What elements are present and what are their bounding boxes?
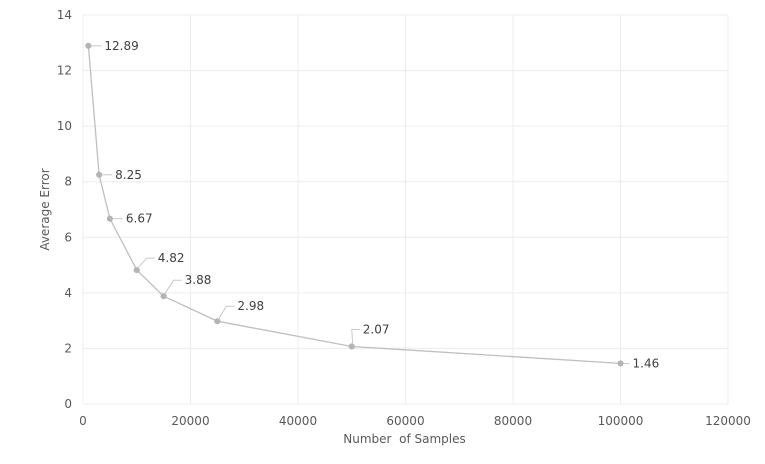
data-labels: 12.89 8.25 6.67 4.823.88 2.98 2.07 1.46	[91, 39, 660, 370]
x-tick-label: 80000	[494, 414, 532, 428]
y-tick-label: 0	[64, 397, 72, 411]
data-label: 2.07	[363, 322, 390, 336]
data-label: 6.67	[126, 212, 153, 226]
data-label-leader	[351, 328, 360, 345]
y-tick-label: 14	[57, 8, 72, 22]
y-axis-ticks: 0 2 4 6 8 10 12 14	[57, 8, 72, 411]
y-tick-label: 8	[64, 175, 72, 189]
x-tick-label: 100000	[598, 414, 644, 428]
x-tick-label: 60000	[386, 414, 424, 428]
series-average-error	[85, 42, 624, 367]
data-point	[133, 266, 140, 274]
x-tick-label: 20000	[171, 414, 209, 428]
data-label: 1.46	[633, 356, 660, 370]
x-tick-label: 120000	[705, 414, 751, 428]
data-point	[106, 215, 113, 222]
data-label-leader	[164, 279, 182, 295]
y-tick-label: 12	[57, 64, 72, 78]
data-label-leader	[217, 305, 235, 320]
data-point	[85, 42, 92, 49]
data-label: 8.25	[115, 168, 142, 182]
data-point	[160, 293, 167, 300]
series-line	[87, 45, 621, 365]
data-point	[96, 171, 103, 178]
y-tick-label: 6	[64, 230, 72, 244]
y-tick-label: 2	[64, 341, 72, 355]
x-axis-title: Number of Samples	[343, 432, 465, 446]
data-point	[348, 343, 355, 350]
data-label: 3.88	[185, 273, 212, 287]
x-tick-label: 40000	[279, 414, 317, 428]
data-label: 12.89	[104, 39, 138, 53]
y-tick-label: 4	[64, 286, 72, 300]
data-point	[617, 360, 624, 367]
gridlines	[82, 14, 729, 405]
data-label: 2.98	[237, 299, 264, 313]
data-label: 4.82	[158, 251, 185, 265]
x-tick-label: 0	[79, 414, 87, 428]
data-label-leader	[137, 257, 155, 269]
y-axis-title: Average Error	[38, 168, 52, 250]
data-point	[214, 318, 221, 325]
x-axis-ticks: 0 20000 40000 60000 80000 100000 120000	[79, 414, 751, 428]
y-tick-label: 10	[57, 119, 72, 133]
